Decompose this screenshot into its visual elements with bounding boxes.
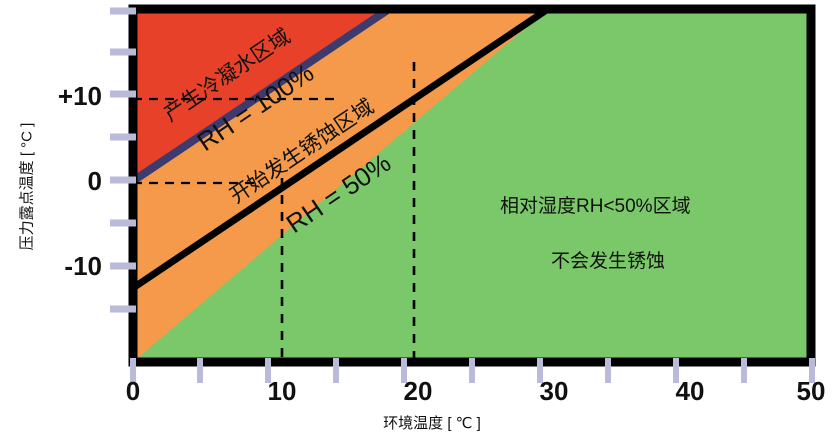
x-tick-label-50: 50 (796, 376, 826, 406)
label-safe-region-main: 相对湿度RH<50%区域 (500, 196, 691, 217)
x-tick-label-20: 20 (403, 376, 433, 406)
x-axis-title: 环境温度 [ ℃ ] (383, 415, 481, 432)
x-tick-label-0: 0 (125, 376, 141, 406)
x-tick-label-30: 30 (539, 376, 569, 406)
y-axis-title: 压力露点温度 [ °C ] (18, 122, 36, 251)
label-safe-region-sub: 不会发生锈蚀 (551, 251, 666, 272)
x-axis-ticks (130, 358, 815, 383)
rh50-boundary-line (131, 6, 550, 291)
rh100-boundary-line (130, 5, 392, 185)
x-tick-label-10: 10 (267, 376, 297, 406)
y-tick-label-minus10: -10 (64, 251, 102, 281)
x-tick-label-40: 40 (675, 376, 705, 406)
y-axis-ticks (110, 7, 136, 313)
y-tick-label-plus10: +10 (57, 81, 102, 111)
y-tick-label-zero: 0 (87, 166, 102, 196)
